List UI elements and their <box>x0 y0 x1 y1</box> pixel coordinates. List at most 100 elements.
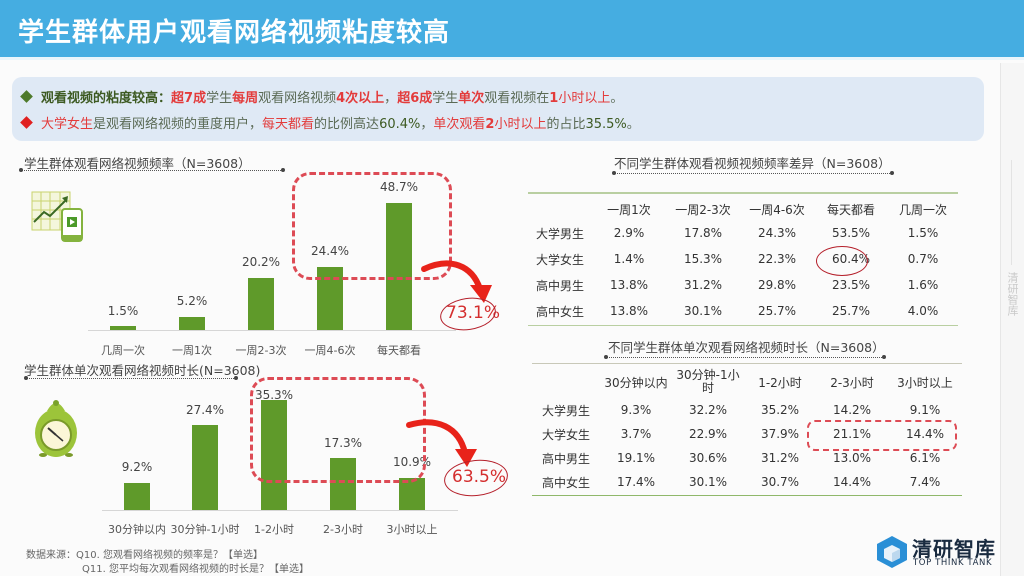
cell: 25.7% <box>831 304 871 318</box>
red-arrow-icon <box>406 419 477 467</box>
growth-chart-phone-icon <box>31 191 83 242</box>
category-label: 一周4-6次 <box>304 344 356 357</box>
category-label: 每天都看 <box>377 344 421 357</box>
highlight-dashed-box <box>292 172 452 280</box>
cell: 13.8% <box>609 278 649 292</box>
row-label: 大学男生 <box>541 403 590 418</box>
diamond-bullet-icon <box>20 116 33 129</box>
title-underline <box>19 168 285 172</box>
logo-text-cn: 清研智库 <box>912 537 996 561</box>
cell: 14.4% <box>832 475 872 489</box>
column-header: 2-3小时 <box>830 375 874 390</box>
column-header: 一周1次 <box>607 202 651 217</box>
column-header <box>532 366 600 398</box>
cell: 23.5% <box>831 278 871 292</box>
highlight: 每天都看 <box>262 117 315 132</box>
summary-lead: 观看视频的粘度较高 <box>41 91 159 106</box>
table-row: 大学男生 9.3% 32.2% 35.2% 14.2% 9.1% <box>532 398 962 422</box>
category-label: 2-3小时 <box>323 523 363 536</box>
bar-value: 9.2% <box>121 460 153 474</box>
highlight: 小时以上 <box>558 91 611 106</box>
table-bottom-rule <box>528 325 958 326</box>
table-title-frequency: 不同学生群体观看视频视频频率差异（N=3608） <box>614 156 891 171</box>
bar <box>330 458 356 510</box>
cell: 0.7% <box>907 252 939 266</box>
circle-scribble <box>816 246 868 276</box>
page-title: 学生群体用户观看网络视频粘度较高 <box>18 18 451 48</box>
title-underline <box>24 376 238 380</box>
highlight: 4次以上 <box>336 91 385 106</box>
table-row: 大学女生 1.4% 15.3% 22.3% 60.4% 0.7% <box>528 246 958 272</box>
bar-value: 1.5% <box>107 304 139 318</box>
chart-title-duration: 学生群体单次观看网络视频时长(N=3608) <box>24 363 261 378</box>
table-row: 高中男生 19.1% 30.6% 31.2% 13.0% 6.1% <box>532 446 962 470</box>
row-label: 高中女生 <box>541 475 590 490</box>
cell: 14.2% <box>832 403 872 417</box>
title-underline <box>604 355 886 359</box>
table-header-row: 30分钟以内 30分钟-1小时 1-2小时 2-3小时 3小时以上 <box>532 366 962 398</box>
right-side-strip <box>1000 63 1024 576</box>
bar <box>261 400 287 510</box>
table-top-rule <box>532 363 962 364</box>
bar <box>248 278 274 330</box>
chart-title-frequency: 学生群体观看网络视频频率（N=3608） <box>24 156 251 171</box>
table-row: 大学男生 2.9% 17.8% 24.3% 53.5% 1.5% <box>528 220 958 246</box>
red-arrow-icon <box>421 260 492 303</box>
highlight: 1 <box>549 91 559 106</box>
cell: 30.6% <box>688 451 728 465</box>
frequency-table: 一周1次 一周2-3次 一周4-6次 每天都看 几周一次 大学男生 2.9% 1… <box>528 198 958 324</box>
summary-line-1: 观看视频的粘度较高：超7成学生每周观看网络视频4次以上，超6成学生单次观看视频在… <box>20 87 623 106</box>
highlight: 超6成 <box>397 91 433 106</box>
row-label: 高中女生 <box>535 304 584 319</box>
row-label: 高中男生 <box>541 451 590 466</box>
cube-logo-icon <box>877 536 907 568</box>
text: 学生 <box>432 91 459 106</box>
table-row: 大学女生 3.7% 22.9% 37.9% 21.1% 14.4% <box>532 422 962 446</box>
highlight-dashed-box <box>807 420 957 451</box>
cell: 13.0% <box>832 451 872 465</box>
bar-value: 5.2% <box>176 294 208 308</box>
text: 的占比 <box>546 117 586 132</box>
cell: 1.6% <box>907 278 939 292</box>
bar <box>179 317 205 330</box>
x-axis <box>88 330 456 331</box>
cell: 13.8% <box>609 304 649 318</box>
cell: 30.1% <box>683 304 723 318</box>
cell: 32.2% <box>688 403 728 417</box>
cell: 19.1% <box>616 451 656 465</box>
cell: 7.4% <box>909 475 941 489</box>
cell: 37.9% <box>760 427 800 441</box>
highlight: 小时以上 <box>494 117 547 132</box>
row-label: 大学女生 <box>535 252 584 267</box>
column-header: 1-2小时 <box>758 375 802 390</box>
cell: 25.7% <box>757 304 797 318</box>
text: 观看视频在 <box>484 91 550 106</box>
row-label: 大学女生 <box>541 427 590 442</box>
cell: 3.7% <box>620 427 652 441</box>
highlight: 单次观看 <box>433 117 486 132</box>
bar <box>399 478 425 510</box>
bar-value: 17.3% <box>323 436 363 450</box>
title-underline <box>612 171 894 175</box>
highlight: 60.4% <box>379 117 421 132</box>
table-top-rule <box>528 192 958 194</box>
column-header: 一周4-6次 <box>749 202 805 217</box>
bar <box>110 326 136 330</box>
text: 观看网络视频 <box>258 91 337 106</box>
cell: 4.0% <box>907 304 939 318</box>
cell: 53.5% <box>831 226 871 240</box>
column-header: 每天都看 <box>826 202 875 217</box>
bar-value: 20.2% <box>241 255 281 269</box>
category-label: 30分钟以内 <box>108 523 166 536</box>
alarm-clock-icon <box>35 400 77 457</box>
cell: 15.3% <box>683 252 723 266</box>
column-header: 30分钟-1小时 <box>676 368 740 395</box>
cell: 14.4% <box>905 427 945 441</box>
category-label: 30分钟-1小时 <box>170 523 240 536</box>
category-label: 3小时以上 <box>386 523 438 536</box>
highlight-dashed-box <box>250 377 426 483</box>
highlight: 每周 <box>232 91 259 106</box>
text: ， <box>384 91 398 106</box>
cell: 6.1% <box>909 451 941 465</box>
cell: 9.1% <box>909 403 941 417</box>
